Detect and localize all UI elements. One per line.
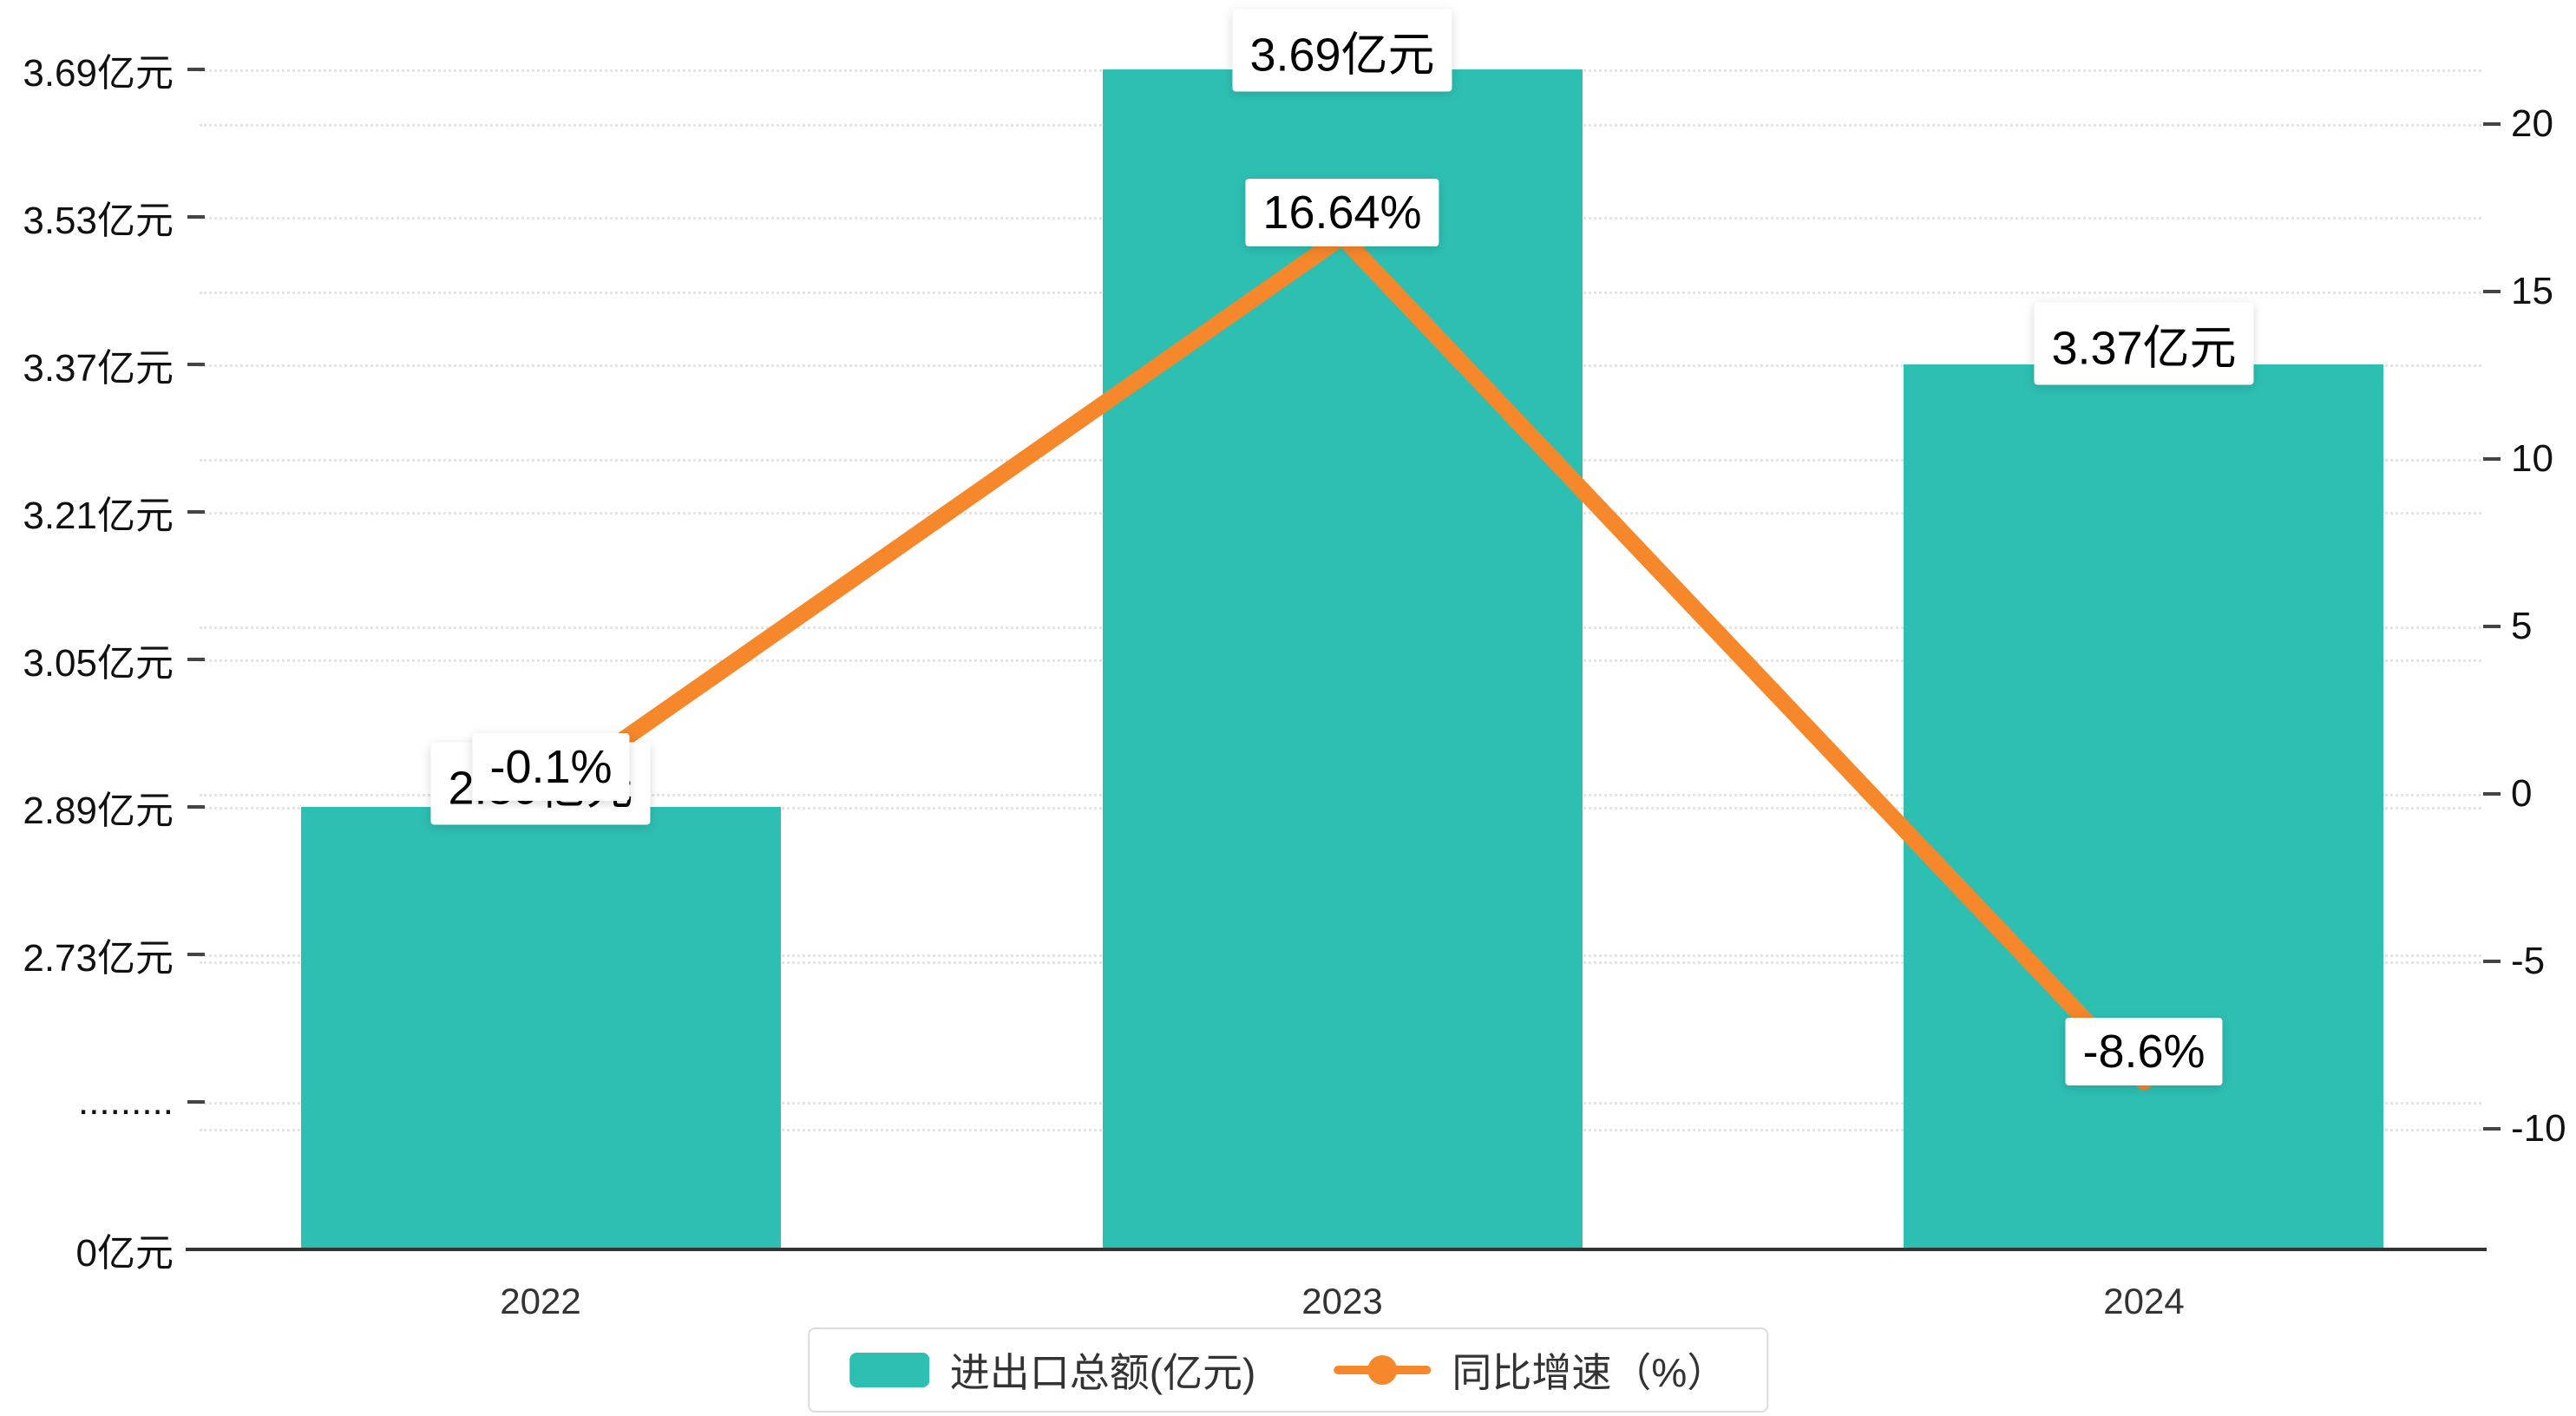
y-axis-break-dots: ......... — [77, 1080, 174, 1123]
y-axis-right-tick-label: 0 — [2511, 772, 2533, 815]
tick-mark — [187, 1100, 205, 1104]
tick-mark — [187, 953, 205, 956]
bar-2022[interactable] — [301, 807, 781, 1249]
x-axis-label-2023: 2023 — [1301, 1281, 1383, 1321]
y-axis-left-tick-label: 2.89亿元 — [23, 790, 174, 832]
y-axis-right-tick-label: 20 — [2511, 102, 2553, 145]
y-axis-left-tick-label: 2.73亿元 — [23, 937, 174, 980]
bar-2023[interactable] — [1103, 69, 1583, 1249]
tick-mark — [187, 68, 205, 71]
tick-mark — [2483, 1127, 2501, 1131]
line-series-marker-icon — [1334, 1353, 1432, 1387]
bar-value-label-2023: 3.69亿元 — [1232, 9, 1452, 92]
y-axis-left-tick-label: 0亿元 — [75, 1232, 174, 1275]
y-axis-right-tick-label: -5 — [2511, 940, 2546, 982]
tick-mark — [2483, 792, 2501, 796]
line-value-label-2024: -8.6% — [2065, 1018, 2223, 1085]
tick-mark — [2483, 625, 2501, 628]
tick-mark — [187, 658, 205, 661]
tick-mark — [2483, 290, 2501, 293]
tick-mark — [187, 510, 205, 514]
tick-mark — [2483, 960, 2501, 963]
tick-mark — [187, 215, 205, 219]
x-axis-line — [186, 1248, 2487, 1251]
y-axis-left-tick-label: 3.21亿元 — [23, 495, 174, 537]
legend: 进出口总额(亿元) 同比增速（%） — [807, 1328, 1769, 1413]
x-axis-label-2022: 2022 — [500, 1281, 581, 1321]
tick-mark — [2483, 457, 2501, 461]
tick-mark — [187, 805, 205, 809]
x-axis-label-2024: 2024 — [2103, 1281, 2185, 1321]
legend-item-growth[interactable]: 同比增速（%） — [1334, 1341, 1727, 1399]
legend-item-total[interactable]: 进出口总额(亿元) — [849, 1341, 1256, 1399]
y-axis-left-tick-label: 3.37亿元 — [23, 347, 174, 390]
y-axis-right-tick-label: 10 — [2511, 437, 2553, 480]
y-axis-left-tick-label: 3.53亿元 — [23, 200, 174, 242]
legend-label-total: 进出口总额(亿元) — [949, 1350, 1256, 1395]
bar-2024[interactable] — [1904, 364, 2383, 1249]
legend-label-growth: 同比增速（%） — [1452, 1350, 1727, 1395]
tick-mark — [2483, 122, 2501, 126]
tick-mark — [187, 363, 205, 366]
y-axis-left-tick-label: 3.69亿元 — [23, 52, 174, 95]
y-axis-left-tick-label: 3.05亿元 — [23, 642, 174, 685]
line-value-label-2023: 16.64% — [1245, 179, 1439, 246]
y-axis-right-tick-label: 15 — [2511, 270, 2553, 312]
bar-series-swatch-icon — [849, 1353, 929, 1387]
y-axis-right-tick-label: -10 — [2511, 1107, 2566, 1150]
y-axis-right-tick-label: 5 — [2511, 605, 2533, 647]
line-value-label-2022: -0.1% — [472, 733, 630, 801]
bar-value-label-2024: 3.37亿元 — [2034, 302, 2254, 385]
